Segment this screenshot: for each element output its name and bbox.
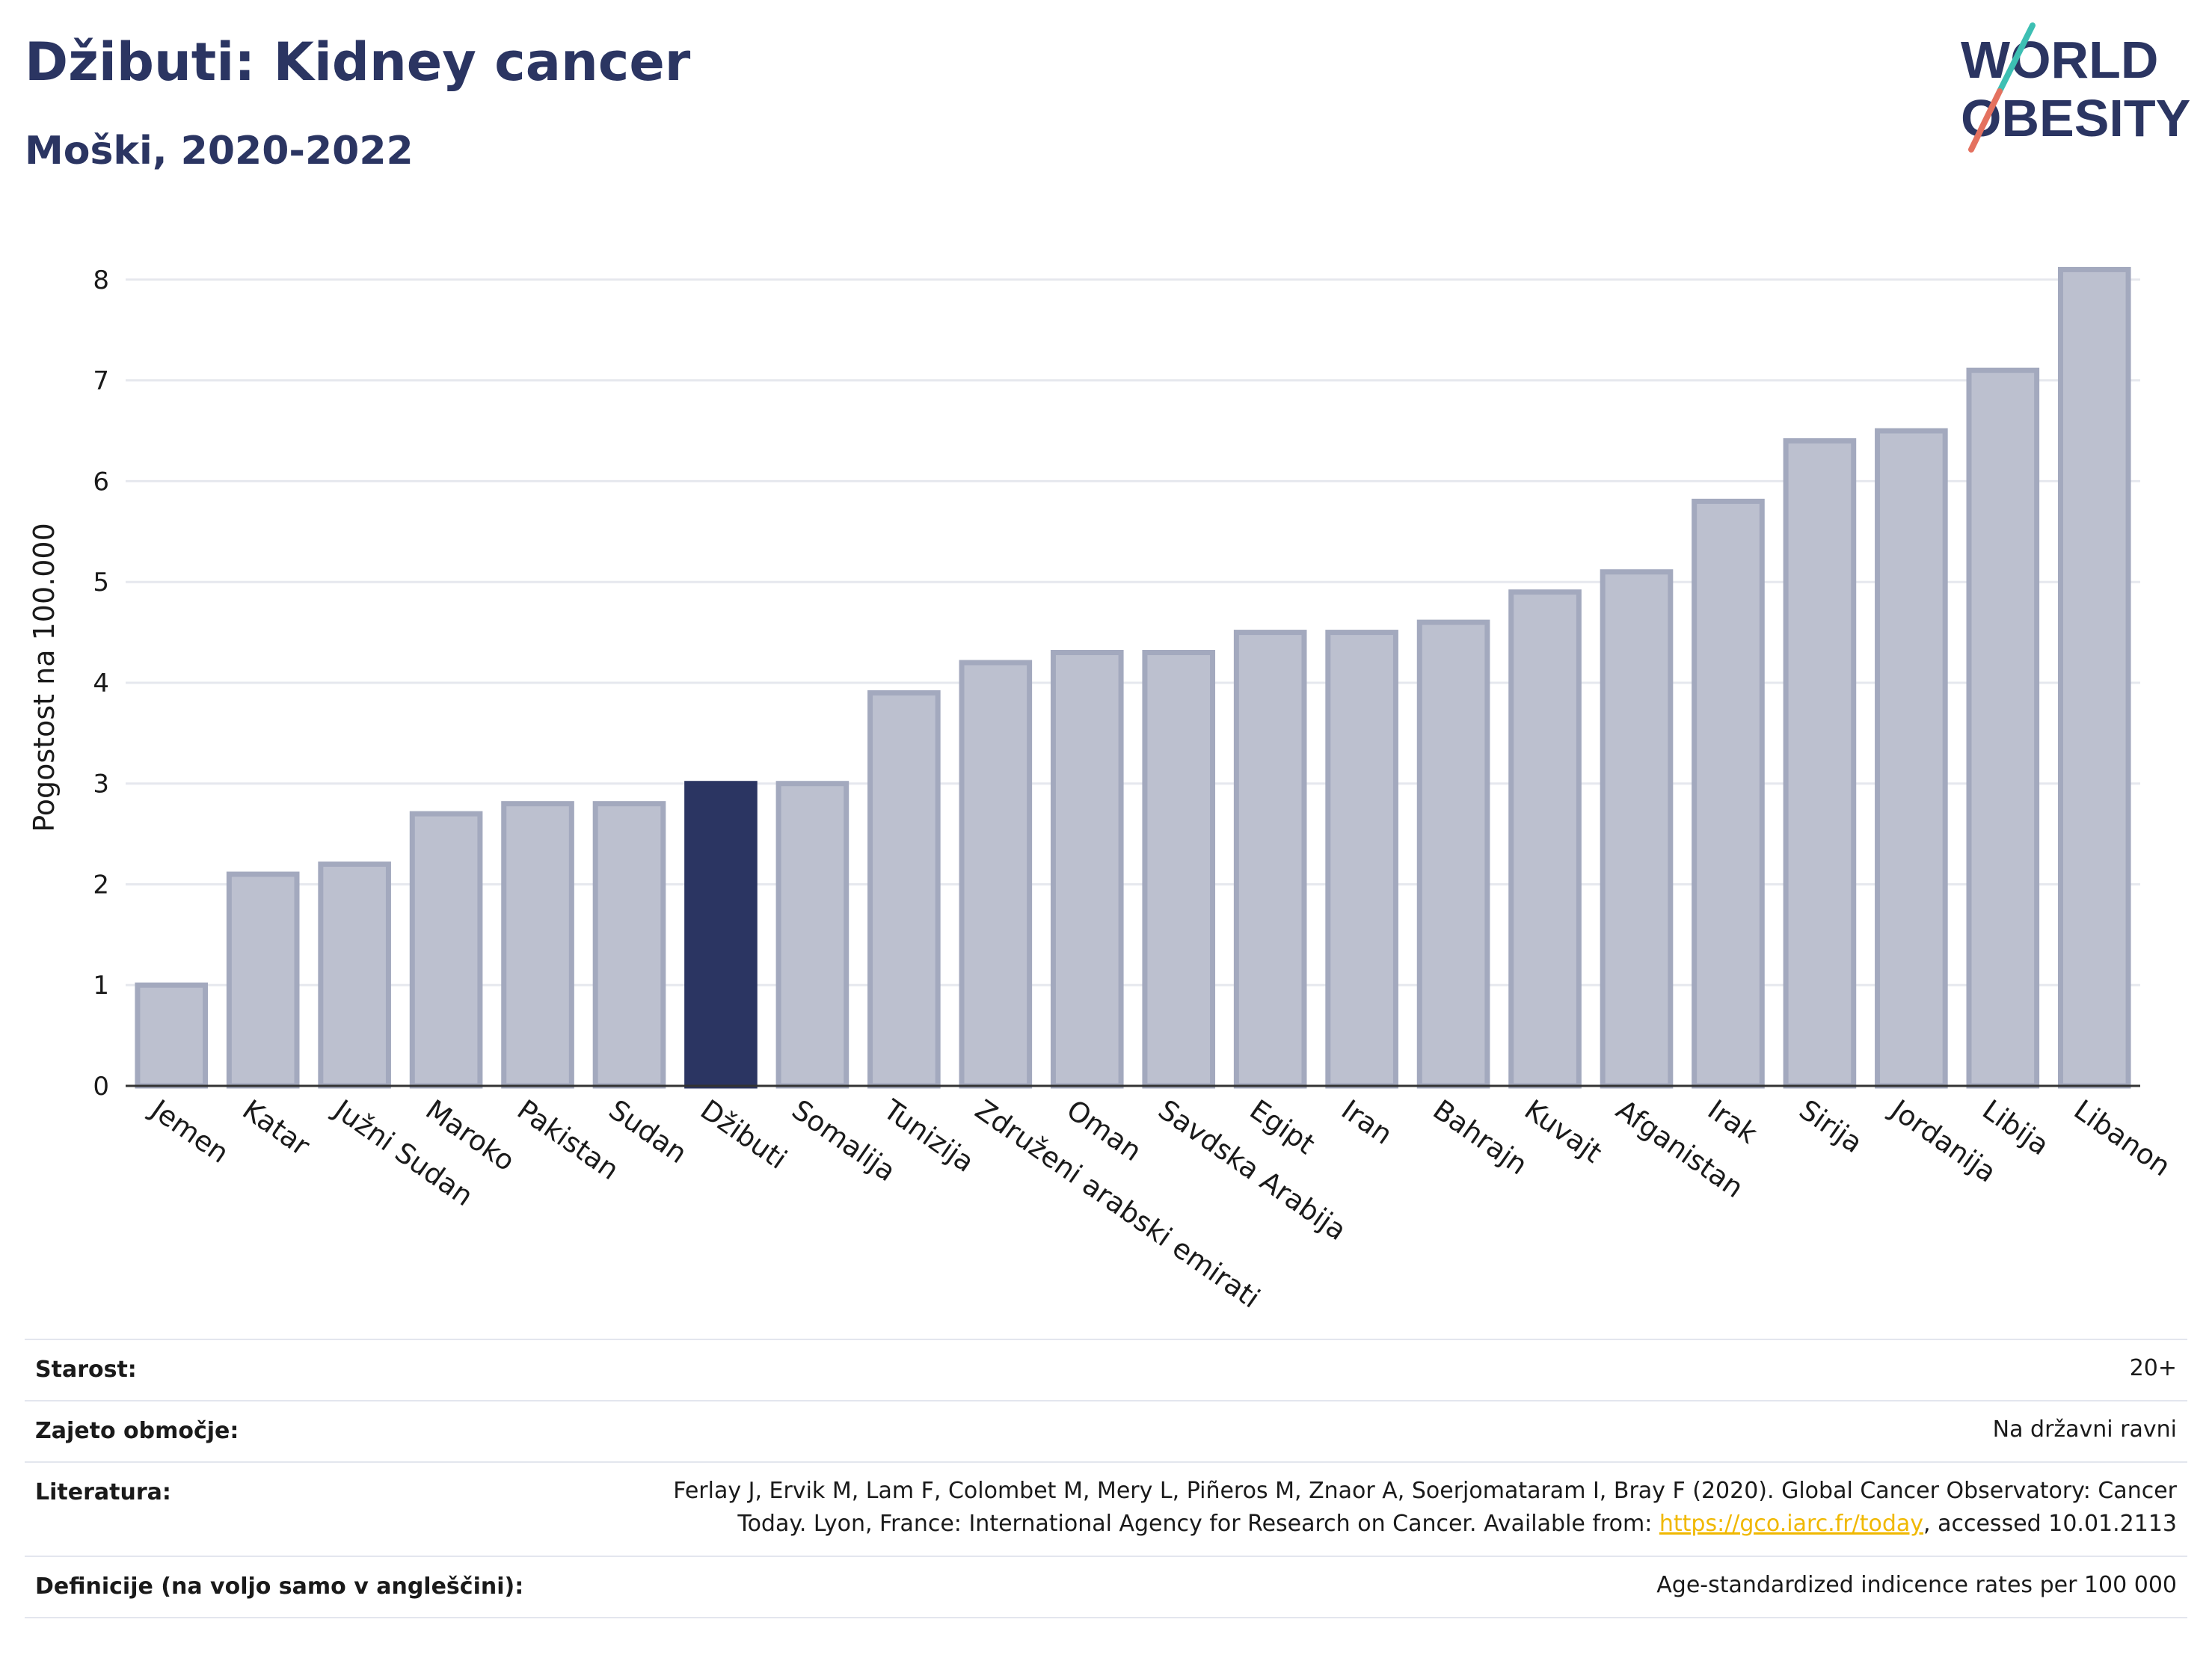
bars bbox=[135, 266, 2131, 1089]
bar-savdska-arabija bbox=[1142, 650, 1216, 1089]
bar-jemen bbox=[135, 982, 209, 1089]
world-obesity-logo: WORLD OBESITY bbox=[1961, 22, 2190, 153]
info-label-references: Literatura: bbox=[35, 1479, 171, 1505]
bar-chart: 0 1 2 3 4 5 6 7 8 Pogostost na 100.000 Jemen Katar J… bbox=[28, 265, 2177, 1315]
bar-iran bbox=[1325, 630, 1398, 1089]
y-tick-label: 7 bbox=[93, 366, 109, 396]
bar-južni-sudan bbox=[318, 862, 391, 1089]
x-tick-label: Irak bbox=[1702, 1093, 1764, 1150]
x-tick-label: Libija bbox=[1976, 1093, 2055, 1161]
x-tick-label: Bahrajn bbox=[1427, 1093, 1533, 1181]
reference-accessed: , accessed 10.01.2113 bbox=[1923, 1511, 2177, 1537]
y-tick-label: 3 bbox=[93, 770, 109, 799]
info-row-references: Literatura: Ferlay J, Ervik M, Lam F, Co… bbox=[25, 1461, 2187, 1557]
info-row-definitions: Definicije (na voljo samo v angleščini):… bbox=[25, 1556, 2187, 1618]
logo-stroke-teal bbox=[1997, 22, 2036, 94]
bar-irak bbox=[1692, 498, 1765, 1089]
info-label-age: Starost: bbox=[35, 1357, 137, 1383]
reference-line-2-text: Today. Lyon, France: International Agenc… bbox=[737, 1511, 1659, 1537]
info-bottom-border bbox=[25, 1617, 2187, 1618]
x-tick-label: Iran bbox=[1336, 1093, 1398, 1151]
y-tick-label: 4 bbox=[93, 669, 109, 698]
bar-sirija bbox=[1783, 438, 1857, 1089]
y-tick-label: 8 bbox=[93, 265, 109, 295]
bar-kuvajt bbox=[1508, 589, 1582, 1089]
x-tick-label: Jordanija bbox=[1884, 1093, 2002, 1189]
x-tick-label: Kuvajt bbox=[1519, 1093, 1608, 1169]
reference-link[interactable]: https://gco.iarc.fr/today bbox=[1659, 1511, 1924, 1537]
bar-združeni-arabski-emirati bbox=[959, 660, 1033, 1089]
info-value-definitions: Age-standardized indicence rates per 100… bbox=[1656, 1572, 2177, 1598]
info-label-definitions: Definicije (na voljo samo v angleščini): bbox=[35, 1573, 524, 1600]
bar-katar bbox=[226, 871, 300, 1089]
info-value-references: Ferlay J, Ervik M, Lam F, Colombet M, Me… bbox=[673, 1475, 2177, 1541]
page-subtitle: Moški, 2020-2022 bbox=[25, 129, 414, 174]
reference-line-1: Ferlay J, Ervik M, Lam F, Colombet M, Me… bbox=[673, 1478, 2177, 1504]
logo-text-world: WORLD bbox=[1961, 31, 2158, 89]
y-tick-label: 1 bbox=[93, 971, 109, 1001]
info-value-coverage: Na državni ravni bbox=[1992, 1416, 2177, 1443]
x-tick-label: Katar bbox=[237, 1093, 316, 1162]
x-tick-label: Libanon bbox=[2068, 1093, 2177, 1182]
info-row-age: Starost: 20+ bbox=[25, 1339, 2187, 1401]
bar-libanon bbox=[2057, 266, 2131, 1089]
bar-libija bbox=[1966, 367, 2040, 1089]
page-title: Džibuti: Kidney cancer bbox=[25, 31, 691, 93]
bar-jordanija bbox=[1875, 428, 1948, 1089]
x-tick-label: Jemen bbox=[144, 1093, 234, 1170]
info-row-coverage: Zajeto območje: Na državni ravni bbox=[25, 1400, 2187, 1463]
x-tick-label: Pakistan bbox=[511, 1093, 625, 1186]
bar-afganistan bbox=[1600, 569, 1674, 1089]
bar-tunizija bbox=[867, 690, 941, 1089]
bar-oman bbox=[1050, 650, 1124, 1089]
bar-sudan bbox=[592, 801, 666, 1089]
bar-somalija bbox=[775, 781, 850, 1089]
info-value-age: 20+ bbox=[2129, 1355, 2177, 1381]
bar-pakistan bbox=[501, 801, 574, 1089]
y-tick-label: 6 bbox=[93, 467, 109, 497]
x-tick-label: Egipt bbox=[1244, 1093, 1321, 1161]
bar-maroko bbox=[409, 811, 483, 1089]
y-axis-title: Pogostost na 100.000 bbox=[28, 523, 61, 832]
bar-džibuti bbox=[684, 781, 758, 1089]
reference-line-2: Today. Lyon, France: International Agenc… bbox=[673, 1508, 2177, 1541]
x-tick-label: Somalija bbox=[786, 1093, 901, 1188]
info-label-coverage: Zajeto območje: bbox=[35, 1418, 239, 1444]
bar-egipt bbox=[1233, 630, 1307, 1089]
y-tick-label: 5 bbox=[93, 568, 109, 598]
bar-bahrajn bbox=[1416, 619, 1490, 1089]
x-tick-label: Džibuti bbox=[695, 1093, 793, 1176]
y-tick-label: 0 bbox=[93, 1072, 109, 1102]
logo-stroke-coral bbox=[1968, 88, 2003, 153]
x-tick-label: Sirija bbox=[1793, 1093, 1868, 1159]
y-tick-label: 2 bbox=[93, 870, 109, 900]
